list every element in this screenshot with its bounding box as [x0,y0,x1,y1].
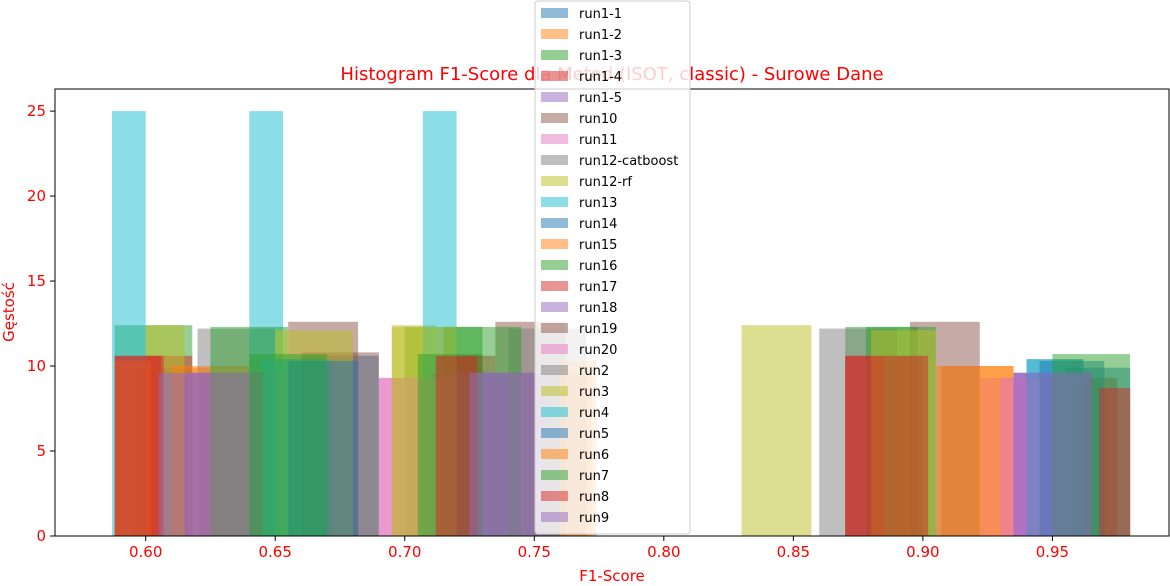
legend-swatch-run12-rf [541,176,568,186]
bar-run8-3 [1099,388,1131,536]
y-axis-label: Gęstość [0,282,18,342]
legend-swatch-run11 [541,134,568,144]
x-tick-label: 0.65 [259,543,292,561]
x-tick-label: 0.80 [647,543,680,561]
legend-label-run3: run3 [579,385,609,400]
x-axis: 0.60 0.65 0.70 0.75 0.80 0.85 0.90 0.95 [129,536,1069,561]
legend-swatch-run19 [541,323,568,333]
y-tick-label: 0 [36,527,46,545]
bar-run8-0 [114,355,164,536]
legend-swatch-run14 [541,218,568,228]
legend-label-run6: run6 [579,448,609,463]
legend-label-run11: run11 [579,133,617,148]
bar-run12-rf-2 [741,325,812,536]
legend-swatch-run8 [541,491,568,501]
legend-swatch-run20 [541,344,568,354]
legend-swatch-run18 [541,302,568,312]
legend-swatch-run1-3 [541,50,568,60]
x-tick-label: 0.60 [129,543,162,561]
legend-swatch-run10 [541,113,568,123]
legend-label-run1-4: run1-4 [579,70,622,85]
y-axis: 0 5 10 15 20 25 [27,102,55,545]
legend-swatch-run15 [541,239,568,249]
x-tick-label: 0.95 [1036,543,1069,561]
x-tick-label: 0.90 [906,543,939,561]
legend-swatch-run9 [541,512,568,522]
bar-run9-0 [158,372,211,536]
legend-swatch-run4 [541,407,568,417]
y-tick-label: 20 [27,187,46,205]
y-tick-label: 25 [27,102,46,120]
legend-swatch-run7 [541,470,568,480]
x-tick-label: 0.70 [388,543,421,561]
legend-label-run7: run7 [579,469,609,484]
bars-layer [112,111,1131,536]
legend-label-run16: run16 [579,259,617,274]
legend-label-run13: run13 [579,196,617,211]
legend-swatch-run12-catboost [541,155,568,165]
bar-run9-2 [1013,372,1092,536]
x-axis-label: F1-Score [579,567,645,585]
legend-swatch-run1-2 [541,29,568,39]
legend-swatch-run1-1 [541,8,568,18]
legend: run1-1 run1-2 run1-3 run1-4 run1-5 run10 run11… [534,0,691,535]
legend-label-run4: run4 [579,406,609,421]
legend-label-run18: run18 [579,301,617,316]
legend-label-run8: run8 [579,490,609,505]
legend-label-run1-2: run1-2 [579,28,622,43]
x-tick-label: 0.85 [777,543,810,561]
legend-swatch-run17 [541,281,568,291]
legend-label-run2: run2 [579,364,609,379]
bar-run8-2 [845,355,929,536]
legend-label-run14: run14 [579,217,617,232]
y-tick-label: 15 [27,272,46,290]
legend-swatch-run1-4 [541,71,568,81]
legend-label-run1-5: run1-5 [579,91,622,106]
legend-swatch-run16 [541,260,568,270]
legend-label-run12-catboost: run12-catboost [579,154,678,169]
x-tick-label: 0.75 [518,543,551,561]
legend-label-run19: run19 [579,322,617,337]
legend-swatch-run2 [541,365,568,375]
bar-run7-0 [249,354,327,536]
legend-label-run15: run15 [579,238,617,253]
legend-label-run1-1: run1-1 [579,7,622,22]
legend-label-run12-rf: run12-rf [579,175,632,190]
legend-label-run9: run9 [579,511,609,526]
legend-label-run5: run5 [579,427,609,442]
legend-label-run17: run17 [579,280,617,295]
legend-swatch-run1-5 [541,92,568,102]
legend-label-run10: run10 [579,112,617,127]
bar-run9-1 [469,372,548,536]
bar-run15-1 [935,366,1014,536]
y-tick-label: 5 [36,442,46,460]
legend-swatch-run6 [541,449,568,459]
legend-label-run1-3: run1-3 [579,49,622,64]
legend-swatch-run5 [541,428,568,438]
y-tick-label: 10 [27,357,46,375]
legend-box [534,0,691,535]
legend-label-run20: run20 [579,343,617,358]
legend-swatch-run13 [541,197,568,207]
legend-swatch-run3 [541,386,568,396]
